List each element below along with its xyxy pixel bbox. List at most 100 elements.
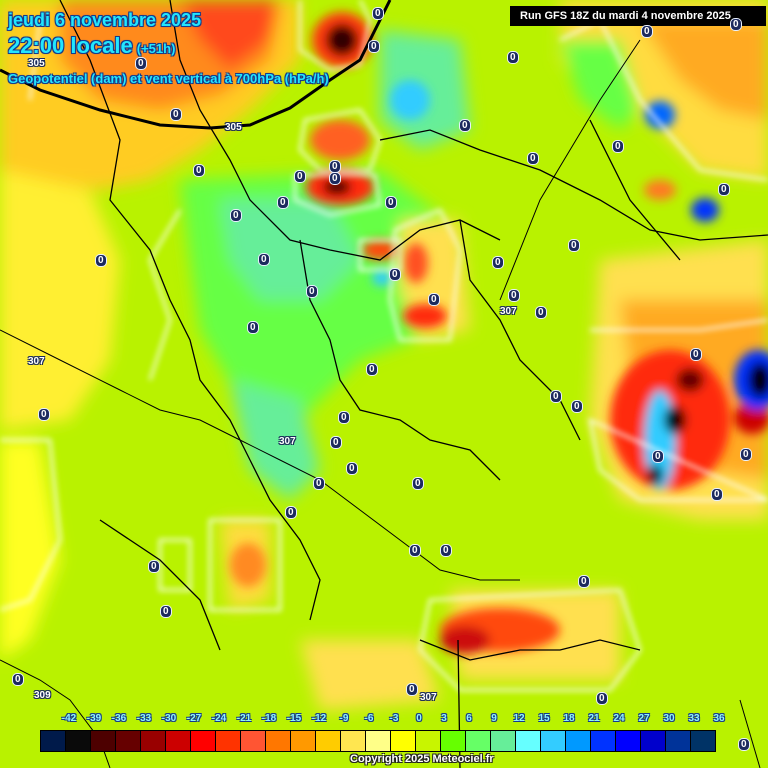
- zero-contour-label: 0: [313, 477, 325, 490]
- thin-isohypses: [0, 39, 761, 768]
- zero-contours: [0, 0, 768, 692]
- zero-contour-label: 0: [652, 450, 664, 463]
- colorbar-tick-label: 24: [613, 713, 625, 724]
- colorbar-swatch: [191, 731, 216, 751]
- zero-contour-label: 0: [230, 209, 242, 222]
- zero-contour-label: 0: [641, 25, 653, 38]
- colorbar-labels: -42 -39 -36 -33 -30 -27 -24 -21 -18 -15 -12 -9 -6 -3 0…: [0, 713, 768, 727]
- zero-contour-label: 0: [385, 196, 397, 209]
- colorbar-swatch: [166, 731, 191, 751]
- zero-contour-label: 0: [718, 183, 730, 196]
- zero-contour-label: 0: [571, 400, 583, 413]
- isohypse-label: 307: [279, 436, 296, 447]
- colorbar-swatch: [616, 731, 641, 751]
- colorbar-tick-label: -18: [261, 713, 277, 724]
- colorbar-tick-label: -6: [364, 713, 374, 724]
- colorbar-swatch: [491, 731, 516, 751]
- zero-contour-label: 0: [535, 306, 547, 319]
- colorbar-tick-label: 33: [688, 713, 700, 724]
- zero-contour-label: 0: [95, 254, 107, 267]
- colorbar-tick-label: 18: [563, 713, 575, 724]
- zero-contour-label: 0: [346, 462, 358, 475]
- zero-contour-label: 0: [148, 560, 160, 573]
- colorbar-tick-label: 30: [663, 713, 675, 724]
- zero-contour-label: 0: [135, 57, 147, 70]
- colorbar-tick-label: 3: [441, 713, 447, 724]
- forecast-time-value: 22:00 locale: [8, 33, 133, 58]
- zero-contour-label: 0: [409, 544, 421, 557]
- colorbar-tick-label: -15: [286, 713, 302, 724]
- colorbar-tick-label: -36: [111, 713, 127, 724]
- zero-contour-label: 0: [740, 448, 752, 461]
- zero-contour-label: 0: [406, 683, 418, 696]
- zero-contour-label: 0: [550, 390, 562, 403]
- country-borders: [59, 0, 768, 768]
- colorbar-swatch: [91, 731, 116, 751]
- colorbar-swatch: [541, 731, 566, 751]
- colorbar-tick-label: 15: [538, 713, 550, 724]
- colorbar-swatch: [441, 731, 466, 751]
- colorbar-tick-label: -27: [186, 713, 202, 724]
- colorbar-tick-label: -39: [86, 713, 102, 724]
- colorbar-swatch: [316, 731, 341, 751]
- forecast-lead-time: (+51h): [136, 41, 176, 56]
- zero-contour-label: 0: [330, 436, 342, 449]
- colorbar-swatch: [666, 731, 691, 751]
- zero-contour-label: 0: [730, 18, 742, 31]
- colorbar-swatch: [416, 731, 441, 751]
- colorbar-tick-label: -9: [339, 713, 349, 724]
- colorbar-swatch: [291, 731, 316, 751]
- colorbar-tick-label: 21: [588, 713, 600, 724]
- zero-contour-label: 0: [738, 738, 750, 751]
- colorbar-swatch: [466, 731, 491, 751]
- run-banner: Run GFS 18Z du mardi 4 novembre 2025: [510, 6, 766, 26]
- isohypse-label: 307: [420, 692, 437, 703]
- zero-contour-label: 0: [492, 256, 504, 269]
- isohypse-305: [0, 0, 392, 130]
- colorbar-legend: [40, 730, 716, 752]
- zero-contour-label: 0: [170, 108, 182, 121]
- zero-contour-label: 0: [440, 544, 452, 557]
- zero-contour-label: 0: [690, 348, 702, 361]
- zero-contour-label: 0: [247, 321, 259, 334]
- zero-contour-label: 0: [306, 285, 318, 298]
- convective-cores: [230, 12, 768, 654]
- zero-contour-label: 0: [338, 411, 350, 424]
- zero-contour-label: 0: [329, 172, 341, 185]
- colorbar-swatch: [41, 731, 66, 751]
- colorbar-swatch: [566, 731, 591, 751]
- colorbar-tick-label: 12: [513, 713, 525, 724]
- zero-contour-label: 0: [428, 293, 440, 306]
- zero-contour-label: 0: [596, 692, 608, 705]
- colorbar-tick-label: -24: [211, 713, 227, 724]
- zero-contour-label: 0: [12, 673, 24, 686]
- colorbar-tick-label: -33: [136, 713, 152, 724]
- colorbar-tick-label: 9: [491, 713, 497, 724]
- colorbar-tick-label: -12: [311, 713, 327, 724]
- colorbar-tick-label: 36: [713, 713, 725, 724]
- zero-contour-label: 0: [294, 170, 306, 183]
- colorbar-swatch: [641, 731, 666, 751]
- zero-contour-label: 0: [527, 152, 539, 165]
- zero-contour-label: 0: [277, 196, 289, 209]
- isohypse-label: 305: [225, 122, 242, 133]
- zero-contour-label: 0: [508, 289, 520, 302]
- isohypse-label: 309: [34, 690, 51, 701]
- copyright: Copyright 2025 Meteociel.fr: [350, 753, 494, 765]
- zero-contour-label: 0: [711, 488, 723, 501]
- colorbar-swatch: [141, 731, 166, 751]
- zero-contour-label: 0: [507, 51, 519, 64]
- colorbar-swatch: [691, 731, 715, 751]
- colorbar-swatch: [516, 731, 541, 751]
- colorbar-tick-label: -42: [61, 713, 77, 724]
- zero-contour-label: 0: [368, 40, 380, 53]
- colorbar-tick-label: -21: [236, 713, 252, 724]
- colorbar-tick-label: -30: [161, 713, 177, 724]
- isohypse-label: 305: [28, 58, 45, 69]
- zero-contour-label: 0: [412, 477, 424, 490]
- forecast-date: jeudi 6 novembre 2025: [8, 10, 202, 30]
- zero-contour-label: 0: [612, 140, 624, 153]
- colorbar-swatch: [591, 731, 616, 751]
- zero-contour-label: 0: [459, 119, 471, 132]
